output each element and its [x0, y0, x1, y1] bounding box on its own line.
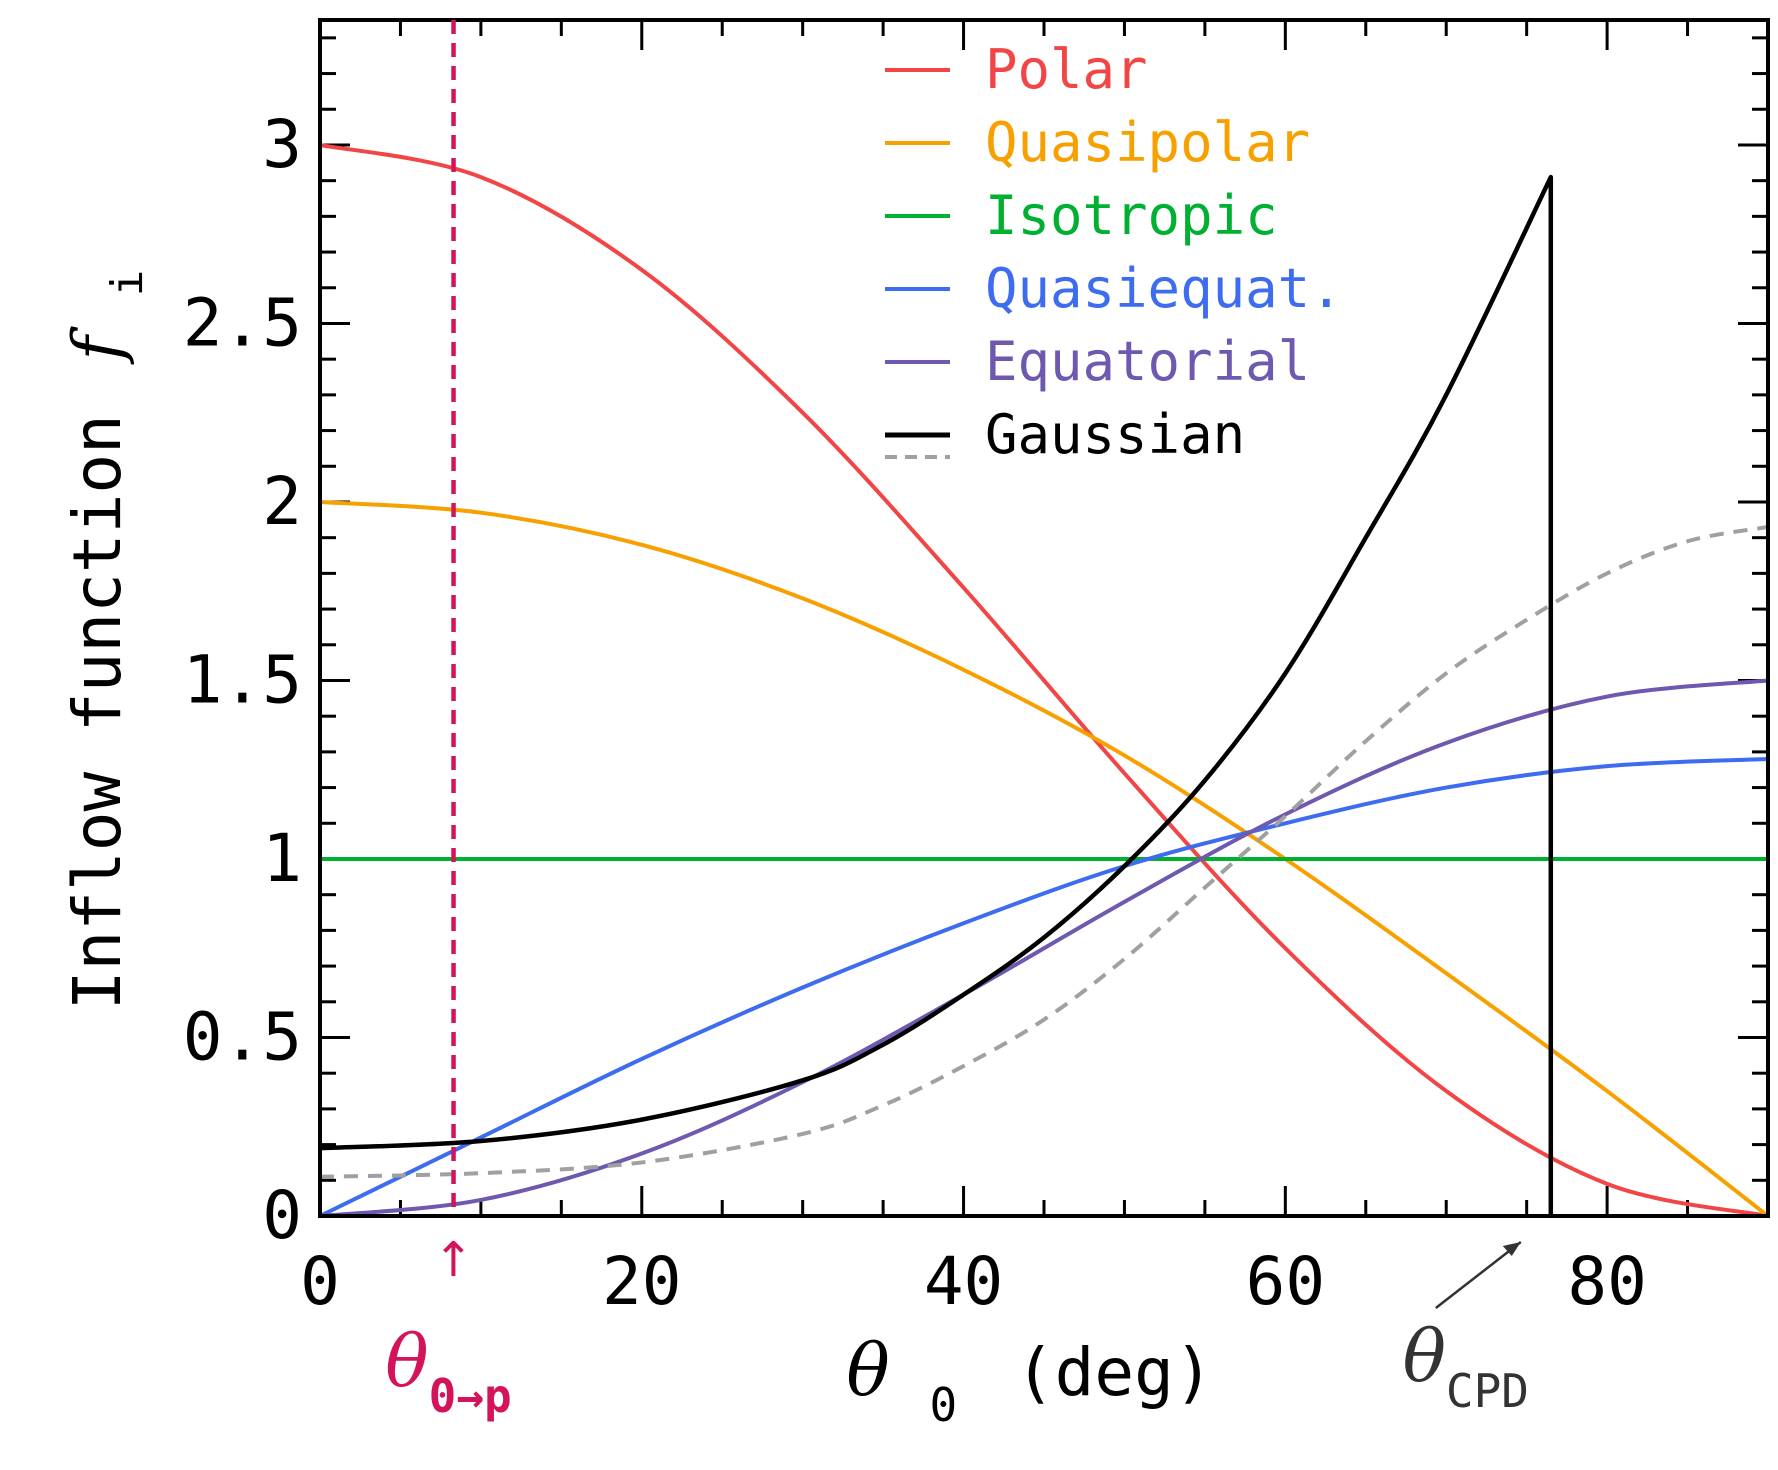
x-tick-label: 80 — [1567, 1243, 1646, 1320]
series-layer — [319, 142, 1770, 1218]
series-gaussian-dashed — [319, 524, 1769, 1179]
x-tick-label: 20 — [602, 1243, 681, 1320]
series-gaussian — [319, 174, 1554, 1216]
y-tick-label: 3 — [262, 106, 302, 183]
x-tick-label: 0 — [300, 1243, 340, 1320]
y-tick-label: 1 — [262, 820, 302, 897]
series-polar — [319, 142, 1769, 1218]
y-tick-label: 2 — [262, 463, 302, 540]
y-axis-label: Inflow function f i — [59, 270, 153, 1010]
legend-label: Polar — [985, 38, 1148, 101]
tick-labels: 0 20 40 60 80 0 0.5 1 1.5 2 2.5 3 — [183, 106, 1647, 1320]
annotations: ↑ θ0→p θCPD — [385, 20, 1529, 1423]
x-axis-label: θ 0 (deg) — [846, 1328, 1213, 1437]
x-tick-label: 60 — [1246, 1243, 1325, 1320]
theta-0p-label: θ0→p — [385, 1319, 511, 1423]
y-tick-label: 1.5 — [183, 641, 302, 718]
series-quasipolar — [319, 499, 1770, 1218]
legend-label: Isotropic — [985, 184, 1278, 247]
x-tick-label: 40 — [924, 1243, 1003, 1320]
y-tick-label: 2.5 — [183, 284, 302, 361]
legend-label: Equatorial — [985, 330, 1310, 393]
legend-label: Gaussian — [985, 403, 1245, 466]
y-tick-label: 0.5 — [183, 998, 302, 1075]
theta-cpd-label: θCPD — [1403, 1314, 1529, 1418]
series-quasiequat — [319, 757, 1769, 1218]
up-arrow-icon: ↑ — [433, 1232, 473, 1288]
legend: Polar Quasipolar Isotropic Quasiequat. Equat… — [885, 38, 1343, 466]
theta-cpd-arrow — [1435, 1241, 1522, 1309]
svg-text:Inflow function f: Inflow function f i — [59, 270, 153, 1010]
legend-label: Quasipolar — [985, 111, 1310, 174]
legend-label: Quasiequat. — [985, 257, 1343, 320]
series-equatorial — [319, 678, 1769, 1218]
plot-frame — [318, 18, 1770, 1218]
arrow-head-icon — [1502, 1242, 1521, 1256]
y-tick-label: 0 — [262, 1177, 302, 1254]
svg-text:θ 0 (deg): θ 0 (deg) — [846, 1328, 1213, 1437]
